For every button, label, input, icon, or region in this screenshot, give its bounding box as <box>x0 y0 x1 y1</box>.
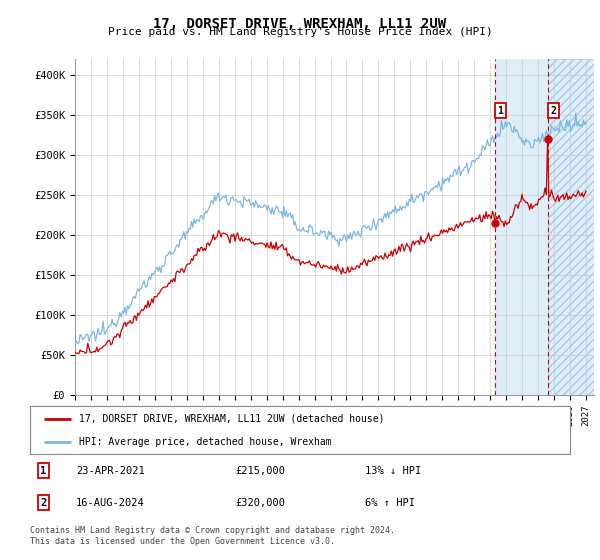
Text: Contains HM Land Registry data © Crown copyright and database right 2024.
This d: Contains HM Land Registry data © Crown c… <box>30 526 395 546</box>
Text: 2: 2 <box>40 498 47 507</box>
Text: 6% ↑ HPI: 6% ↑ HPI <box>365 498 415 507</box>
Text: 2: 2 <box>550 106 556 116</box>
Bar <box>548 59 594 395</box>
Text: HPI: Average price, detached house, Wrexham: HPI: Average price, detached house, Wrex… <box>79 437 331 447</box>
Text: £215,000: £215,000 <box>235 465 285 475</box>
Text: 1: 1 <box>497 106 503 116</box>
Text: 1: 1 <box>40 465 47 475</box>
Text: 17, DORSET DRIVE, WREXHAM, LL11 2UW (detached house): 17, DORSET DRIVE, WREXHAM, LL11 2UW (det… <box>79 414 384 424</box>
Bar <box>548 59 594 395</box>
Bar <box>495 59 548 395</box>
Text: 13% ↓ HPI: 13% ↓ HPI <box>365 465 421 475</box>
Text: 17, DORSET DRIVE, WREXHAM, LL11 2UW: 17, DORSET DRIVE, WREXHAM, LL11 2UW <box>154 17 446 31</box>
Text: 23-APR-2021: 23-APR-2021 <box>76 465 145 475</box>
Text: Price paid vs. HM Land Registry's House Price Index (HPI): Price paid vs. HM Land Registry's House … <box>107 27 493 37</box>
Text: 16-AUG-2024: 16-AUG-2024 <box>76 498 145 507</box>
Text: £320,000: £320,000 <box>235 498 285 507</box>
